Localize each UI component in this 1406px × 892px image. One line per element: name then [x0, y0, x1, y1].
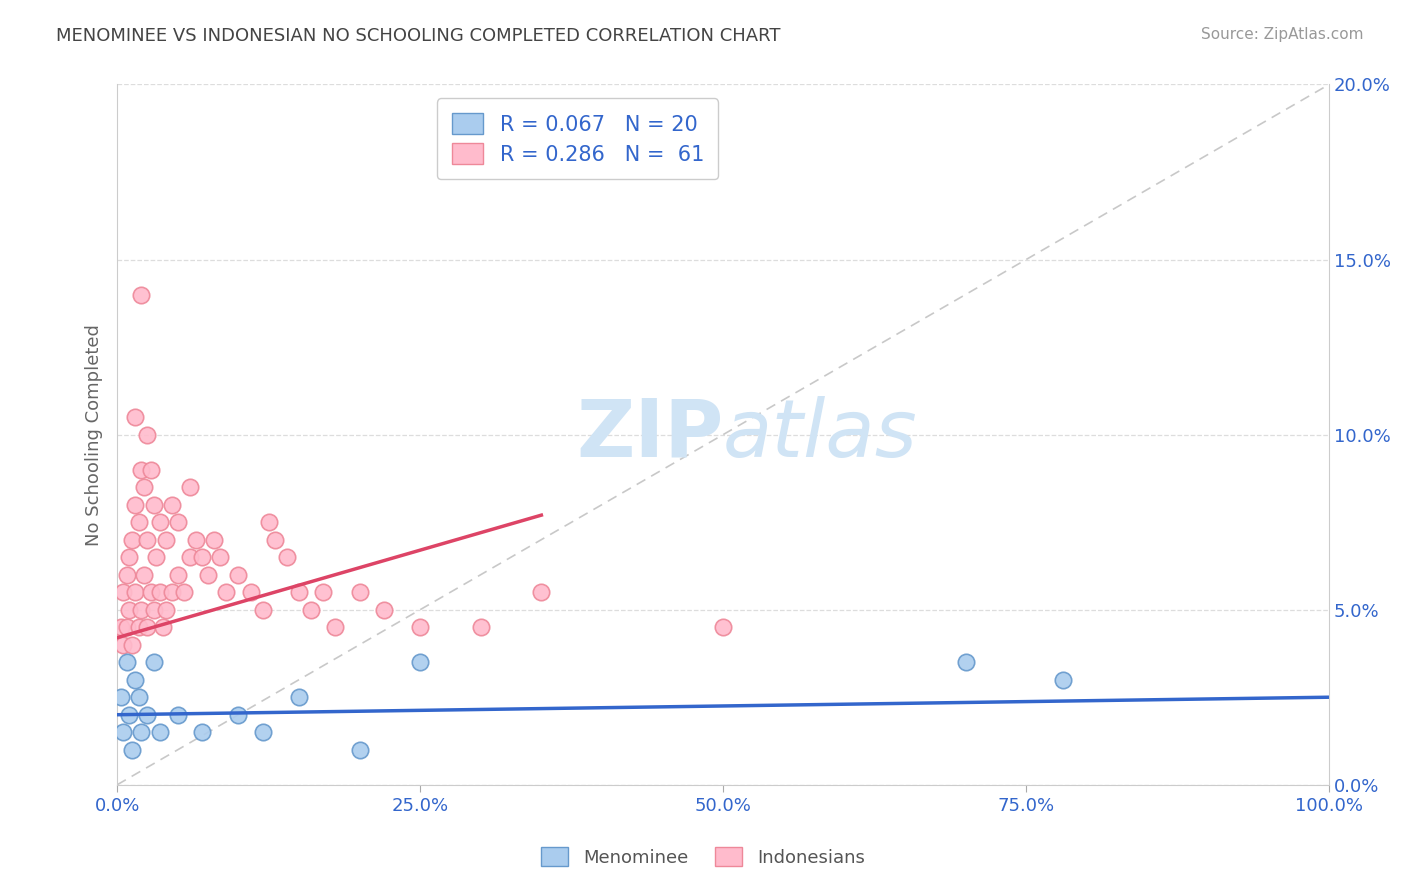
Point — [136, 707, 159, 722]
Point — [299, 602, 322, 616]
Point — [325, 620, 347, 634]
Point — [112, 725, 135, 739]
Point — [131, 462, 153, 476]
Point — [145, 550, 167, 565]
Point — [110, 620, 132, 634]
Point — [155, 533, 177, 547]
Point — [124, 498, 146, 512]
Point — [711, 620, 734, 634]
Point — [228, 567, 250, 582]
Point — [409, 655, 432, 669]
Point — [349, 743, 371, 757]
Point — [373, 602, 395, 616]
Point — [197, 567, 219, 582]
Point — [173, 585, 195, 599]
Point — [1052, 673, 1074, 687]
Point — [191, 725, 214, 739]
Text: Source: ZipAtlas.com: Source: ZipAtlas.com — [1201, 27, 1364, 42]
Point — [166, 515, 188, 529]
Point — [132, 567, 155, 582]
Point — [112, 585, 135, 599]
Point — [312, 585, 335, 599]
Point — [136, 427, 159, 442]
Point — [166, 707, 188, 722]
Point — [179, 550, 201, 565]
Point — [152, 620, 174, 634]
Point — [118, 602, 141, 616]
Point — [228, 707, 250, 722]
Point — [118, 707, 141, 722]
Point — [288, 585, 311, 599]
Point — [215, 585, 238, 599]
Point — [252, 602, 274, 616]
Legend: Menominee, Indonesians: Menominee, Indonesians — [534, 840, 872, 874]
Point — [115, 567, 138, 582]
Point — [121, 638, 143, 652]
Point — [136, 620, 159, 634]
Point — [124, 673, 146, 687]
Point — [179, 480, 201, 494]
Text: atlas: atlas — [723, 395, 918, 474]
Point — [124, 410, 146, 425]
Point — [184, 533, 207, 547]
Point — [409, 620, 432, 634]
Point — [160, 498, 183, 512]
Point — [470, 620, 492, 634]
Point — [110, 690, 132, 705]
Legend: R = 0.067   N = 20, R = 0.286   N =  61: R = 0.067 N = 20, R = 0.286 N = 61 — [437, 98, 718, 179]
Point — [128, 620, 150, 634]
Point — [191, 550, 214, 565]
Point — [128, 690, 150, 705]
Point — [121, 533, 143, 547]
Point — [136, 533, 159, 547]
Point — [124, 585, 146, 599]
Point — [155, 602, 177, 616]
Point — [118, 550, 141, 565]
Point — [252, 725, 274, 739]
Point — [209, 550, 232, 565]
Point — [166, 567, 188, 582]
Point — [149, 515, 172, 529]
Point — [121, 743, 143, 757]
Point — [128, 515, 150, 529]
Point — [115, 655, 138, 669]
Point — [955, 655, 977, 669]
Point — [139, 462, 162, 476]
Point — [142, 655, 165, 669]
Point — [263, 533, 285, 547]
Point — [257, 515, 280, 529]
Point — [131, 725, 153, 739]
Point — [131, 602, 153, 616]
Point — [160, 585, 183, 599]
Point — [139, 585, 162, 599]
Text: ZIP: ZIP — [576, 395, 723, 474]
Point — [149, 725, 172, 739]
Point — [349, 585, 371, 599]
Point — [115, 620, 138, 634]
Point — [132, 480, 155, 494]
Point — [149, 585, 172, 599]
Point — [112, 638, 135, 652]
Point — [239, 585, 262, 599]
Text: MENOMINEE VS INDONESIAN NO SCHOOLING COMPLETED CORRELATION CHART: MENOMINEE VS INDONESIAN NO SCHOOLING COM… — [56, 27, 780, 45]
Y-axis label: No Schooling Completed: No Schooling Completed — [86, 324, 103, 546]
Point — [288, 690, 311, 705]
Point — [530, 585, 553, 599]
Point — [202, 533, 225, 547]
Point — [276, 550, 298, 565]
Point — [142, 602, 165, 616]
Point — [131, 287, 153, 301]
Point — [142, 498, 165, 512]
